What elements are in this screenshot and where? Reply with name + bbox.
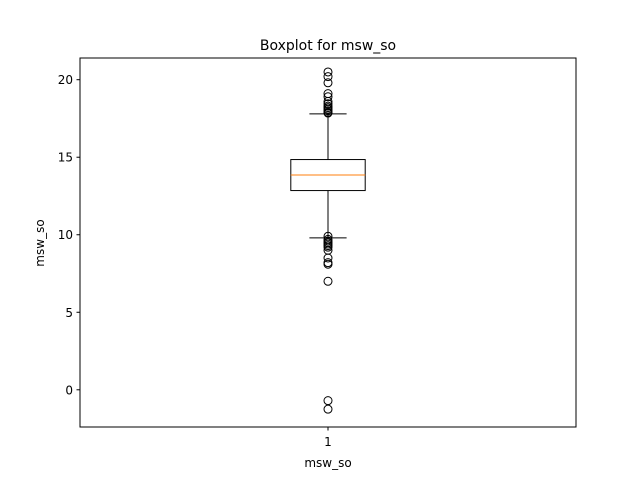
x-tick-label: 1 (324, 435, 332, 449)
x-axis-label: msw_so (304, 456, 351, 470)
y-tick-label: 15 (58, 151, 73, 165)
box-series (290, 67, 366, 414)
y-tick-label: 0 (65, 383, 73, 397)
outlier-point (323, 396, 333, 406)
outlier-point (323, 92, 333, 102)
outlier-point (323, 78, 333, 88)
outlier-point (323, 67, 333, 77)
outlier-point (323, 253, 333, 263)
outlier-point (323, 99, 333, 109)
outlier-point (323, 259, 333, 269)
y-axis: 0 5 10 15 20 (58, 73, 80, 397)
y-tick-label: 20 (58, 73, 73, 87)
y-axis-label: msw_so (33, 219, 47, 266)
y-tick-label: 10 (58, 228, 73, 242)
outlier-point (323, 242, 333, 252)
outlier-point (323, 276, 333, 286)
x-axis: 1 (324, 427, 332, 449)
outlier-point (323, 72, 333, 82)
chart-title: Boxplot for msw_so (260, 38, 396, 54)
outlier-point (323, 404, 333, 414)
outlier-point (323, 108, 333, 118)
y-tick-label: 5 (65, 306, 73, 320)
